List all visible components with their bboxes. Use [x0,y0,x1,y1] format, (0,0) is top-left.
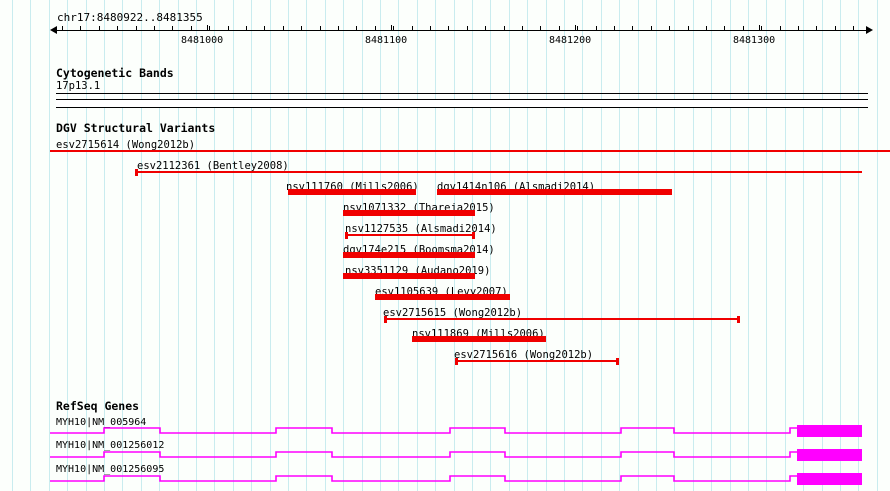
transcript-label: MYH10|NM_005964 [56,417,147,428]
ruler-tick [448,26,449,31]
variant-bar[interactable] [375,294,510,300]
transcript-exon[interactable] [797,449,862,461]
ruler-tick [853,26,854,31]
variant-label: esv2715616 (Wong2012b) [454,349,594,361]
ruler-tick [117,26,118,31]
ruler-right-arrow [866,26,873,34]
section-title-cytogenetic-bands: Cytogenetic Bands [56,66,174,80]
variant-cap-right [737,316,740,323]
cytoband-block[interactable] [56,99,868,108]
ruler-tick-label: 8481300 [733,35,776,46]
variant-cap-left [345,232,348,239]
cytoband-label: 17p13.1 [56,80,101,92]
transcript-intron-line[interactable] [0,448,890,462]
ruler-tick [596,26,597,31]
ruler-tick [669,26,670,31]
ruler-major-tick [207,25,208,31]
ruler-tick [577,26,578,31]
ruler-tick [172,26,173,31]
ruler-tick [320,26,321,31]
variant-cap-right [472,232,475,239]
ruler-tick-label: 8481100 [365,35,408,46]
ruler-tick [136,26,137,31]
variant-bar[interactable] [288,189,416,195]
variant-bar[interactable] [343,210,475,216]
variant-line[interactable] [455,360,619,362]
ruler-tick [338,26,339,31]
ruler-tick [154,26,155,31]
transcript-intron-line[interactable] [0,472,890,486]
ruler-tick [99,26,100,31]
variant-cap-right [616,358,619,365]
ruler-tick [485,26,486,31]
ruler-tick [467,26,468,31]
ruler-tick [761,26,762,31]
ruler-tick [559,26,560,31]
cytoband-top-rule [56,93,868,94]
ruler-tick [228,26,229,31]
ruler-major-tick [759,25,760,31]
ruler-tick [540,26,541,31]
ruler-tick [430,26,431,31]
ruler-tick [816,26,817,31]
ruler-tick [246,26,247,31]
ruler-tick-label: 8481200 [549,35,592,46]
ruler-major-tick [391,25,392,31]
ruler-tick [522,26,523,31]
ruler-tick [743,26,744,31]
variant-bar[interactable] [412,336,546,342]
ruler-left-arrow [50,26,57,34]
ruler-tick [688,26,689,31]
transcript-exon[interactable] [797,425,862,437]
transcript-label: MYH10|NM_001256012 [56,440,165,451]
ruler-tick [283,26,284,31]
ruler-tick [651,26,652,31]
variant-bar[interactable] [343,273,475,279]
transcript-exon[interactable] [797,473,862,485]
ruler-tick [375,26,376,31]
ruler-tick [780,26,781,31]
variant-label: esv2112361 (Bentley2008) [137,160,289,172]
ruler-tick [191,26,192,31]
ruler-tick-label: 8481000 [181,35,224,46]
variant-label: esv2715614 (Wong2012b) [56,139,196,151]
variant-bar[interactable] [437,189,672,195]
section-title-refseq: RefSeq Genes [56,399,140,413]
variant-cap-left [135,169,138,176]
variant-line[interactable] [384,318,740,320]
variant-line[interactable] [135,171,862,173]
ruler-major-tick [575,25,576,31]
ruler-tick [62,26,63,31]
ruler-tick [724,26,725,31]
variant-label: esv2715615 (Wong2012b) [383,307,523,319]
ruler-tick [301,26,302,31]
variant-line[interactable] [345,234,475,236]
ruler-tick [264,26,265,31]
ruler-tick [80,26,81,31]
ruler-tick [835,26,836,31]
variant-label: nsv1127535 (Alsmadi2014) [345,223,497,235]
ruler-tick [614,26,615,31]
ruler-axis [56,30,868,31]
ruler-tick [393,26,394,31]
variant-cap-left [384,316,387,323]
transcript-intron-line[interactable] [0,424,890,438]
ruler-tick [356,26,357,31]
ruler-tick [632,26,633,31]
ruler-tick [504,26,505,31]
variant-cap-left [455,358,458,365]
variant-bar[interactable] [343,252,475,258]
locus-label: chr17:8480922..8481355 [57,11,203,24]
ruler-tick [412,26,413,31]
variant-line[interactable] [50,150,890,152]
ruler-tick [706,26,707,31]
transcript-label: MYH10|NM_001256095 [56,464,165,475]
section-title-dgv: DGV Structural Variants [56,121,216,135]
ruler-tick [798,26,799,31]
ruler-tick [209,26,210,31]
